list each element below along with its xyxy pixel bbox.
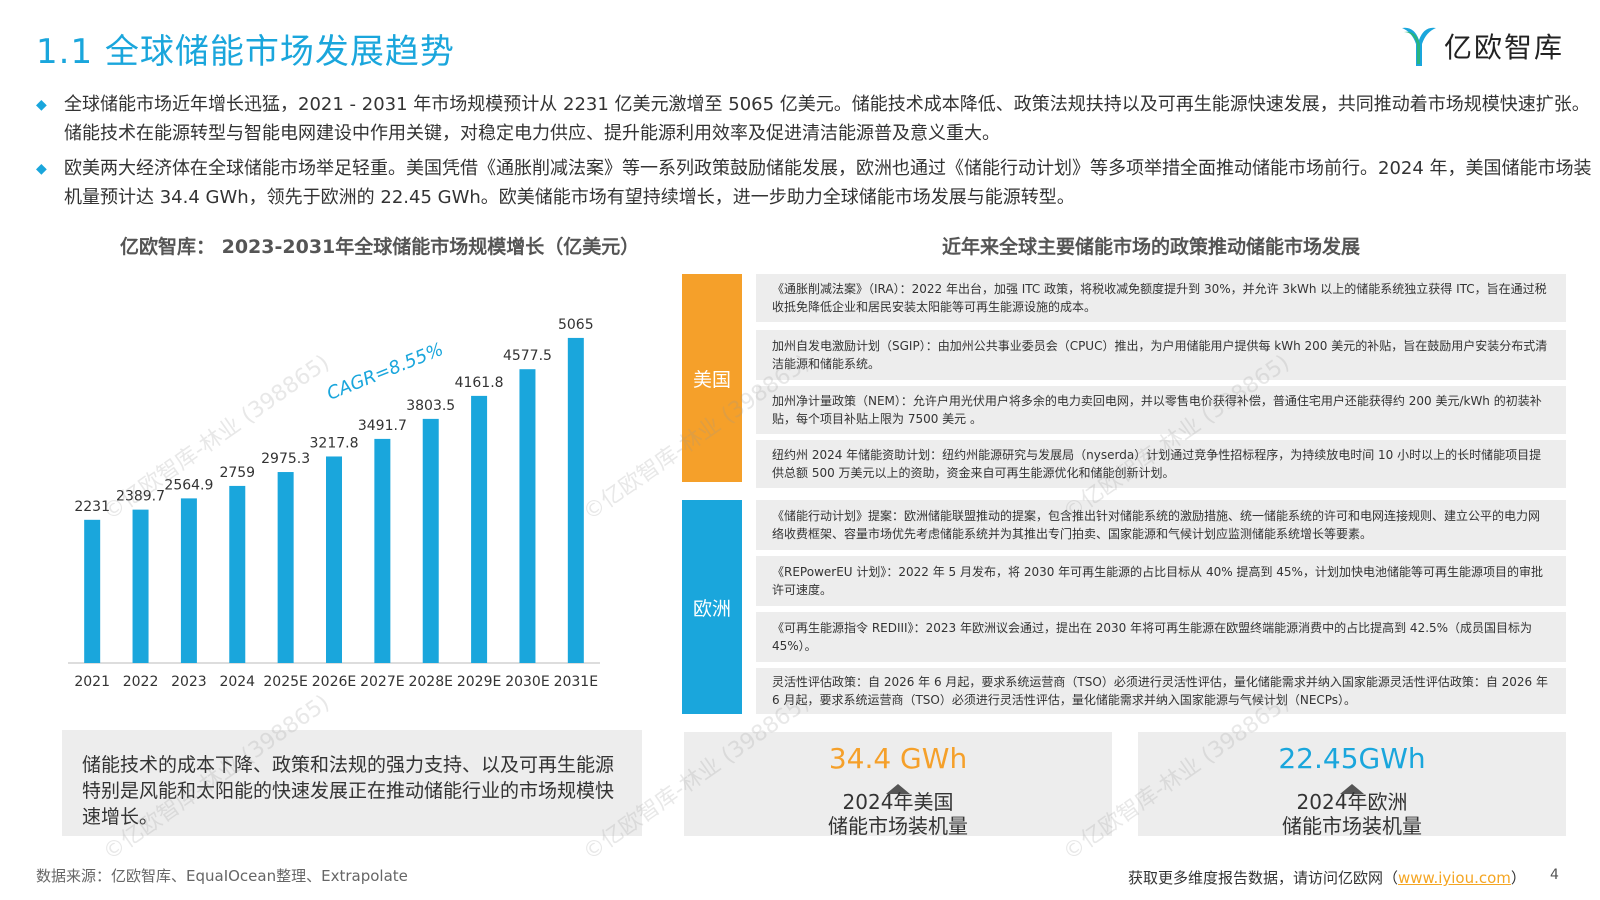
footer-more: 获取更多维度报告数据，请访问亿欧网（www.iyiou.com）	[1128, 867, 1526, 888]
bar	[180, 498, 197, 663]
bar	[519, 369, 536, 663]
policy-item-eu-flexibility: 灵活性评估政策：自 2026 年 6 月起，要求系统运营商（TSO）必须进行灵活…	[756, 668, 1566, 714]
footer-more-text: 获取更多维度报告数据，请访问亿欧网（	[1128, 869, 1399, 887]
page-number: 4	[1550, 867, 1559, 883]
bar-value-label: 2231	[74, 499, 110, 515]
logo-text: 亿欧智库	[1444, 31, 1565, 64]
stat-us-capacity: 34.4 GWh 2024年美国 储能市场装机量	[684, 732, 1112, 838]
website-link[interactable]: www.iyiou.com	[1398, 869, 1511, 887]
market-size-bar-chart: 2231 2021 2389.7 2022 2564.9 2023 2759 2024 2975…	[68, 317, 600, 690]
bar-value-label: 2389.7	[116, 489, 165, 505]
x-tick-label: 2024	[219, 674, 255, 690]
bullet-text: 欧美两大经济体在全球储能市场举足轻重。美国凭借《通胀削减法案》等一系列政策鼓励储…	[64, 158, 1592, 208]
summary-box: 储能技术的成本下降、政策和法规的强力支持、以及可再生能源特别是风能和太阳能的快速…	[62, 730, 642, 836]
x-tick-label: 2030E	[505, 674, 549, 690]
diamond-bullet-icon: ◆	[36, 97, 47, 113]
data-source: 数据来源：亿欧智库、EquaIOcean整理、Extrapolate	[36, 867, 408, 885]
bullet-1: ◆ 全球储能市场近年增长迅猛，2021 - 2031 年市场规模预计从 2231…	[36, 90, 1594, 148]
triangle-up-icon	[886, 784, 910, 794]
x-tick-label: 2025E	[263, 674, 307, 690]
cagr-annotation: CAGR=8.55%	[324, 339, 446, 405]
region-eu: 欧洲	[682, 500, 742, 714]
stat-label-line1: 2024年美国	[842, 790, 954, 814]
stat-label-line2: 储能市场装机量	[828, 814, 968, 838]
bar	[326, 456, 342, 663]
stat-value: 22.45GWh	[1278, 742, 1426, 775]
policy-item-us-ira: 《通胀削减法案》（IRA）：2022 年出台，加强 ITC 政策，将税收减免额度…	[756, 274, 1566, 322]
policy-item-eu-rediii: 《可再生能源指令 REDIII》：2023 年欧洲议会通过，提出在 2030 年…	[756, 612, 1566, 662]
x-tick-label: 2026E	[312, 674, 356, 690]
bar-value-label: 5065	[558, 317, 594, 333]
bar	[567, 337, 584, 663]
bar-value-label: 2975.3	[261, 451, 310, 467]
stat-label-line1: 2024年欧洲	[1296, 790, 1408, 814]
bar-value-label: 2759	[219, 465, 255, 481]
summary-text: 储能技术的成本下降、政策和法规的强力支持、以及可再生能源特别是风能和太阳能的快速…	[82, 754, 615, 828]
footer-close-paren: ）	[1510, 869, 1526, 887]
policy-item-eu-repower: 《REPowerEU 计划》：2022 年 5 月发布，将 2030 年可再生能…	[756, 556, 1566, 606]
chart-title: 亿欧智库： 2023-2031年全球储能市场规模增长（亿美元）	[120, 236, 640, 258]
stat-label-line2: 储能市场装机量	[1282, 814, 1422, 838]
x-tick-label: 2023	[171, 674, 207, 690]
bar	[84, 519, 101, 663]
logo-mark-icon	[1402, 27, 1436, 66]
triangle-up-icon	[1340, 784, 1364, 794]
policy-item-eu-action-plan: 《储能行动计划》提案：欧洲储能联盟推动的提案，包含推出针对储能系统的激励措施、统…	[756, 500, 1566, 550]
page-title: 1.1 全球储能市场发展趋势	[36, 32, 455, 72]
bar-value-label: 3491.7	[358, 418, 407, 434]
x-tick-label: 2031E	[554, 674, 598, 690]
bar	[374, 438, 391, 663]
x-tick-label: 2029E	[457, 674, 501, 690]
x-tick-label: 2022	[123, 674, 159, 690]
bullet-2: ◆ 欧美两大经济体在全球储能市场举足轻重。美国凭借《通胀削减法案》等一系列政策鼓…	[36, 154, 1594, 212]
stat-label: 2024年美国 储能市场装机量	[684, 790, 1112, 838]
bar-value-label: 4161.8	[455, 375, 504, 391]
policy-item-us-sgip: 加州自发电激励计划（SGIP）：由加州公共事业委员会（CPUC）推出，为户用储能…	[756, 330, 1566, 380]
policy-title: 近年来全球主要储能市场的政策推动储能市场发展	[942, 236, 1361, 258]
diamond-bullet-icon: ◆	[36, 161, 47, 177]
stat-eu-capacity: 22.45GWh 2024年欧洲 储能市场装机量	[1138, 732, 1566, 838]
region-us: 美国	[682, 274, 742, 482]
bullet-text: 全球储能市场近年增长迅猛，2021 - 2031 年市场规模预计从 2231 亿…	[64, 94, 1590, 144]
bar-value-label: 2564.9	[164, 477, 213, 493]
stat-label: 2024年欧洲 储能市场装机量	[1138, 790, 1566, 838]
x-tick-label: 2021	[74, 674, 110, 690]
x-tick-label: 2028E	[408, 674, 452, 690]
bar	[229, 485, 246, 663]
stat-value: 34.4 GWh	[828, 742, 968, 775]
bar-value-label: 3803.5	[406, 398, 455, 414]
policy-item-us-nem: 加州净计量政策（NEM）：允许户用光伏用户将多余的电力卖回电网，并以零售电价获得…	[756, 386, 1566, 434]
policy-item-us-nyserda: 纽约州 2024 年储能资助计划：纽约州能源研究与发展局（nyserda）计划通…	[756, 440, 1566, 488]
bar	[277, 472, 294, 663]
bar	[132, 509, 149, 663]
bar	[422, 418, 439, 663]
company-logo: 亿欧智库	[1400, 24, 1564, 68]
bar-value-label: 3217.8	[310, 435, 359, 451]
x-tick-label: 2027E	[360, 674, 404, 690]
bar	[471, 395, 488, 663]
bar-value-label: 4577.5	[503, 348, 552, 364]
